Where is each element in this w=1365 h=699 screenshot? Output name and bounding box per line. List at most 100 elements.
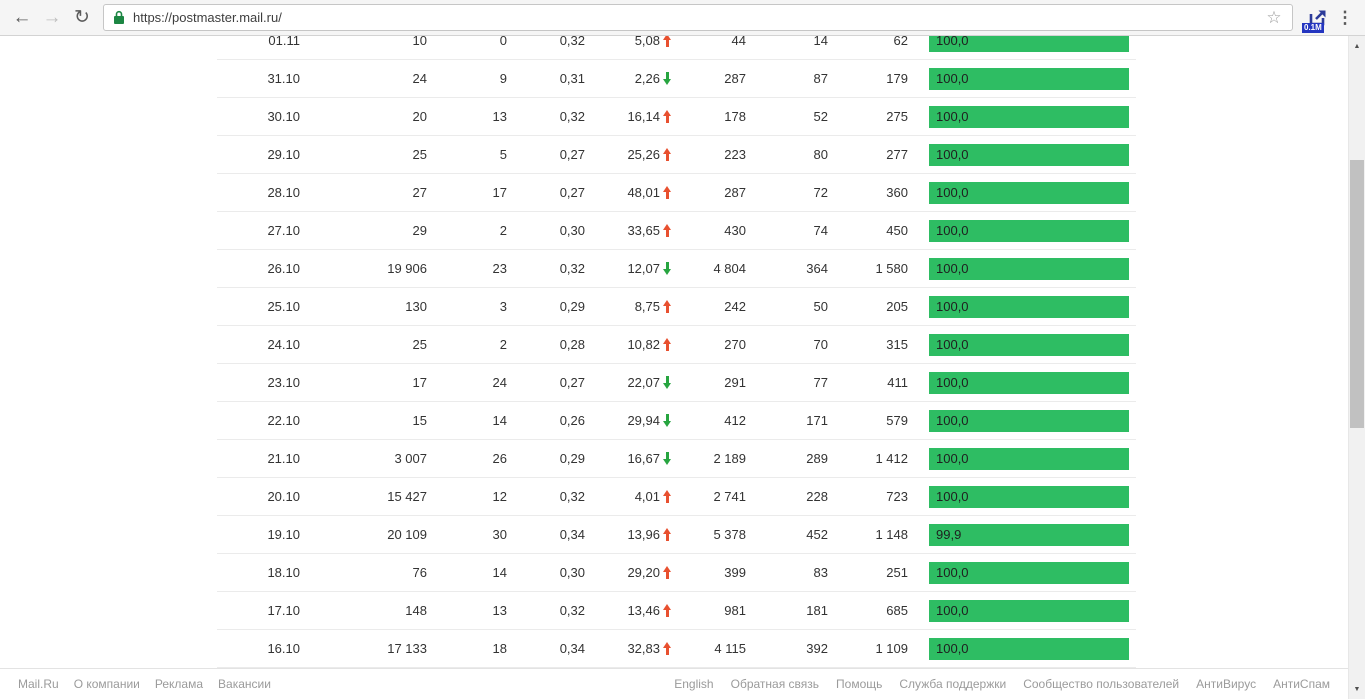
footer-link[interactable]: АнтиВирус [1196, 677, 1257, 691]
value-cell: 5 [499, 147, 507, 162]
rate-bar: 100,0 [929, 181, 1129, 204]
rate-bar: 100,0 [929, 371, 1129, 394]
date-cell: 21.10 [267, 451, 300, 466]
rate-bar-track: 100,0 [929, 181, 1129, 204]
delta-cell: 8,75 [585, 299, 672, 314]
rate-bar-label: 100,0 [936, 337, 969, 352]
scroll-down-icon[interactable]: ▼ [1353, 685, 1361, 693]
trend-up-icon [663, 604, 672, 617]
rate-bar-label: 100,0 [936, 147, 969, 162]
footer-link[interactable]: English [674, 677, 714, 691]
value-cell: 80 [813, 147, 828, 162]
value-cell: 0 [499, 36, 507, 48]
table-row: 24.10 25 2 0,28 10,82 270 70 315 100,0 [217, 326, 1136, 364]
browser-menu-icon[interactable]: ⋮ [1336, 7, 1354, 27]
trend-down-icon [663, 72, 672, 85]
value-cell: 289 [806, 451, 828, 466]
value-cell: 23 [492, 261, 507, 276]
value-cell: 228 [806, 489, 828, 504]
value-cell: 3 [499, 299, 507, 314]
back-icon[interactable]: ← [12, 6, 32, 28]
value-cell: 411 [887, 375, 908, 390]
rate-bar: 100,0 [929, 561, 1129, 584]
value-cell: 87 [813, 71, 828, 86]
value-cell: 18 [492, 641, 507, 656]
footer-link[interactable]: Вакансии [218, 677, 271, 691]
url-text[interactable]: https://postmaster.mail.ru/ [133, 10, 282, 25]
delta-cell: 10,82 [585, 337, 672, 352]
rate-bar-cell: 100,0 [908, 219, 1136, 242]
rate-bar-label: 100,0 [936, 375, 969, 390]
footer-link[interactable]: Обратная связь [730, 677, 820, 691]
value-cell: 4 804 [713, 261, 746, 276]
delta-cell: 22,07 [585, 375, 672, 390]
value-cell: 2 [499, 223, 507, 238]
value-cell: 74 [813, 223, 828, 238]
extension-button[interactable]: 0.1M [1302, 2, 1332, 34]
value-cell: 20 109 [387, 527, 427, 542]
address-bar[interactable]: https://postmaster.mail.ru/ ☆ [103, 4, 1293, 31]
date-cell: 30.10 [267, 109, 300, 124]
table-row: 30.10 20 13 0,32 16,14 178 52 275 100,0 [217, 98, 1136, 136]
footer-link[interactable]: Помощь [836, 677, 883, 691]
footer-link[interactable]: О компании [73, 677, 140, 691]
delta-cell: 32,83 [585, 641, 672, 656]
scroll-up-icon[interactable]: ▲ [1353, 42, 1361, 50]
value-cell: 24 [492, 375, 507, 390]
delta-cell: 13,96 [585, 527, 672, 542]
footer-link[interactable]: Реклама [154, 677, 204, 691]
value-cell: 392 [806, 641, 828, 656]
rate-bar-label: 100,0 [936, 413, 969, 428]
rate-bar: 100,0 [929, 447, 1129, 470]
footer-link[interactable]: АнтиСпам [1273, 677, 1330, 691]
forward-icon[interactable]: → [42, 6, 62, 28]
value-cell: 14 [492, 413, 507, 428]
value-cell: 0,28 [559, 337, 585, 352]
rate-bar-track: 100,0 [929, 143, 1129, 166]
value-cell: 70 [813, 337, 828, 352]
footer-link[interactable]: Сообщество пользователей [1023, 677, 1180, 691]
trend-up-icon [663, 528, 672, 541]
footer-link[interactable]: Служба поддержки [899, 677, 1007, 691]
value-cell: 25 [412, 147, 427, 162]
value-cell: 360 [886, 185, 908, 200]
value-cell: 83 [813, 565, 828, 580]
delta-value: 33,65 [627, 223, 660, 238]
value-cell: 291 [724, 375, 746, 390]
value-cell: 72 [813, 185, 828, 200]
value-cell: 0,30 [559, 223, 585, 238]
date-cell: 01.11 [268, 36, 300, 48]
value-cell: 14 [492, 565, 507, 580]
table-row: 21.10 3 007 26 0,29 16,67 2 189 289 1 41… [217, 440, 1136, 478]
rate-bar-track: 99,9 [929, 523, 1129, 546]
trend-up-icon [663, 490, 672, 503]
refresh-icon[interactable]: ↻ [74, 7, 90, 28]
value-cell: 12 [492, 489, 507, 504]
table-row: 23.10 17 24 0,27 22,07 291 77 411 100,0 [217, 364, 1136, 402]
rate-bar: 100,0 [929, 143, 1129, 166]
footer-right: English Обратная связь Помощь Служба поддер… [657, 677, 1330, 691]
table-row: 22.10 15 14 0,26 29,94 412 171 579 100,0 [217, 402, 1136, 440]
value-cell: 17 [412, 375, 427, 390]
value-cell: 0,30 [559, 565, 585, 580]
value-cell: 17 133 [387, 641, 427, 656]
rate-bar: 100,0 [929, 36, 1129, 52]
vertical-scrollbar[interactable]: ▲ ▼ [1348, 36, 1365, 699]
table-row: 31.10 24 9 0,31 2,26 287 87 179 100,0 [217, 60, 1136, 98]
value-cell: 685 [886, 603, 908, 618]
footer-link[interactable]: Mail.Ru [18, 677, 59, 691]
value-cell: 287 [724, 71, 746, 86]
delta-cell: 4,01 [585, 489, 672, 504]
delta-cell: 29,20 [585, 565, 672, 580]
trend-up-icon [663, 224, 672, 237]
value-cell: 1 148 [875, 527, 908, 542]
date-cell: 31.10 [267, 71, 300, 86]
bookmark-star-icon[interactable]: ☆ [1266, 7, 1282, 27]
scrollbar-thumb[interactable] [1350, 160, 1364, 428]
value-cell: 0,27 [559, 147, 585, 162]
trend-up-icon [663, 338, 672, 351]
delta-value: 5,08 [634, 36, 660, 48]
rate-bar-track: 100,0 [929, 371, 1129, 394]
rate-bar-label: 100,0 [936, 641, 969, 656]
delta-value: 2,26 [634, 71, 660, 86]
